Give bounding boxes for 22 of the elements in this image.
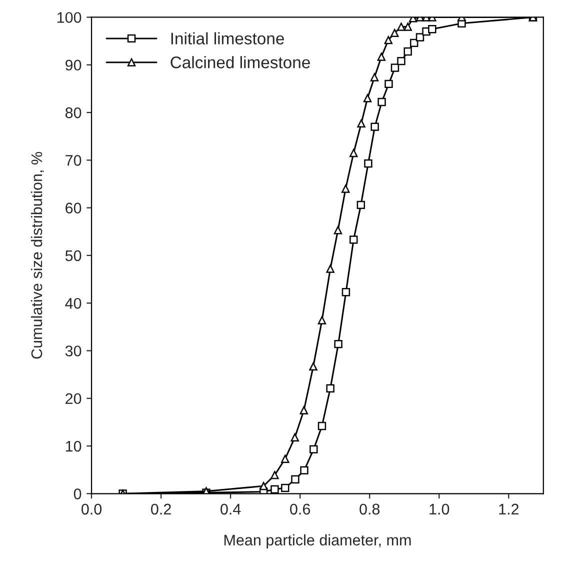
- x-axis-title: Mean particle diameter, mm: [224, 534, 411, 549]
- x-tick-label: 1.2: [499, 504, 518, 514]
- x-tick-label: 1.0: [430, 504, 450, 515]
- y-tick-label: 40: [65, 298, 82, 309]
- y-tick-label: 90: [66, 60, 82, 71]
- legend-label: Calcined limestone: [170, 56, 310, 68]
- x-tick-label: 0.0: [82, 504, 102, 515]
- x-tick-label: 0.6: [290, 504, 310, 515]
- y-tick-label: 50: [65, 250, 82, 262]
- y-tick-label: 30: [65, 346, 82, 356]
- x-tick-label: 0.2: [151, 504, 171, 515]
- x-tick-label: 0.8: [360, 504, 380, 515]
- y-tick-label: 10: [66, 440, 82, 452]
- y-tick-label: 60: [66, 202, 82, 214]
- legend-label: Initial limestone: [171, 32, 284, 44]
- y-axis-title: Cumulative size distribution, %: [30, 152, 44, 359]
- x-tick-label: 0.4: [220, 504, 241, 515]
- y-tick-label: 20: [66, 393, 82, 404]
- y-tick-label: 100: [57, 12, 82, 23]
- y-tick-label: 0: [74, 488, 82, 500]
- y-tick-label: 70: [66, 155, 82, 166]
- y-tick-label: 80: [65, 107, 82, 118]
